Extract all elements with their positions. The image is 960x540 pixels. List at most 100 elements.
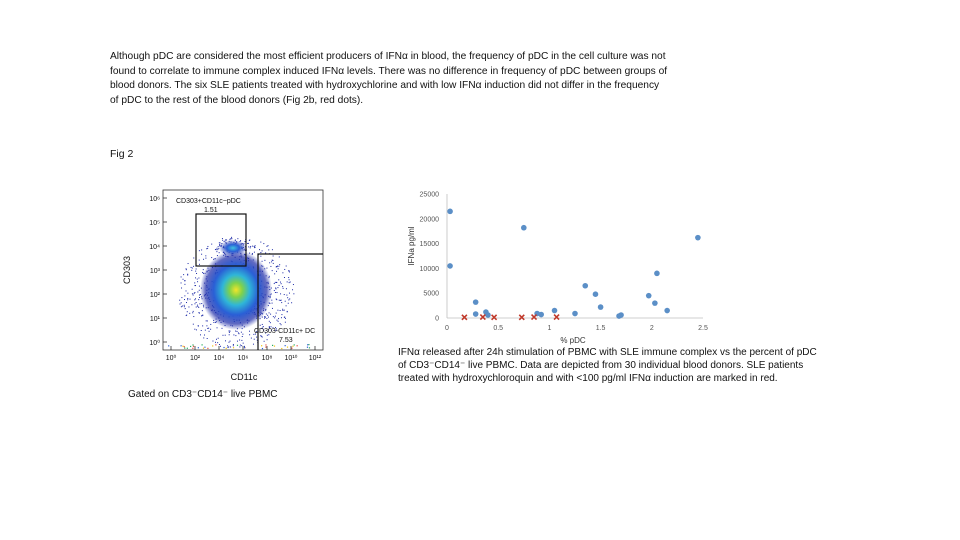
flow-event (228, 331, 230, 333)
flow-event (270, 326, 272, 328)
flow-event (261, 336, 263, 338)
scatter-x-tick-label: 2.5 (698, 325, 708, 332)
flow-event (261, 327, 263, 329)
flow-event (218, 252, 220, 254)
flow-event (274, 273, 276, 275)
flow-event (237, 238, 239, 240)
flow-event (219, 245, 221, 247)
flow-event (235, 335, 237, 337)
flow-event (268, 327, 270, 329)
flow-event (228, 346, 230, 348)
flow-event (210, 323, 212, 325)
scatter-y-tick-label: 5000 (423, 291, 439, 298)
flow-event (187, 292, 189, 294)
flow-event (261, 347, 264, 350)
flow-event (250, 337, 252, 339)
flow-event (270, 265, 272, 267)
flow-event (193, 257, 195, 259)
flow-event (280, 299, 282, 301)
flow-event (198, 289, 200, 291)
flow-event (181, 305, 183, 307)
flow-event (273, 345, 276, 347)
flow-event (231, 236, 233, 238)
flow-event (248, 246, 250, 248)
scatter-y-tick-label: 20000 (420, 216, 440, 223)
flow-event (201, 303, 203, 305)
flow-event (271, 299, 273, 301)
scatter-point (538, 311, 545, 318)
flow-event (189, 298, 191, 300)
flow-caption: Gated on CD3⁻CD14⁻ live PBMC (128, 389, 278, 400)
flow-event (254, 333, 256, 335)
flow-x-axis-label: CD11c (231, 372, 258, 382)
flow-event (186, 347, 188, 349)
flow-event (283, 277, 285, 279)
flow-event (249, 239, 251, 241)
flow-event (199, 296, 201, 298)
flow-cytometry-plot: CD303+CD11c−pDC 1.51 CD303-CD11c+ DC 7.5… (118, 188, 333, 383)
flow-event (287, 297, 289, 299)
scatter-point-red (461, 314, 468, 321)
flow-event (198, 306, 200, 308)
flow-event (193, 265, 195, 267)
flow-event (192, 323, 194, 325)
flow-event (274, 281, 276, 283)
flow-event (224, 240, 226, 242)
flow-event (207, 247, 209, 249)
flow-event (273, 290, 275, 292)
flow-event (225, 347, 227, 349)
flow-event (228, 334, 230, 336)
flow-event (256, 331, 258, 333)
flow-event (227, 345, 229, 347)
flow-event (293, 344, 295, 346)
flow-event (201, 310, 203, 312)
flow-event (232, 343, 234, 345)
flow-event (281, 347, 283, 350)
flow-event (306, 346, 309, 348)
flow-event (183, 346, 185, 348)
flow-event (278, 299, 280, 301)
flow-event (268, 320, 270, 322)
dc-gate-value: 7.53 (279, 337, 293, 344)
flow-event (251, 252, 253, 254)
flow-event (191, 293, 193, 295)
flow-event (187, 299, 189, 301)
scatter-point (652, 300, 658, 306)
flow-event (274, 292, 276, 294)
flow-event (221, 327, 223, 329)
flow-event (280, 283, 282, 285)
flow-event (241, 336, 243, 338)
flow-event (268, 249, 270, 251)
flow-event (241, 339, 243, 341)
flow-event (206, 248, 208, 250)
flow-event (198, 285, 200, 287)
flow-event (240, 331, 242, 333)
flow-event (271, 329, 273, 331)
flow-event (271, 261, 273, 263)
flow-event (271, 302, 273, 304)
flow-event (288, 270, 290, 272)
flow-event (262, 327, 264, 329)
flow-event (272, 327, 274, 329)
flow-event (201, 249, 203, 251)
flow-event (280, 293, 282, 295)
flow-plot-svg: CD303+CD11c−pDC 1.51 CD303-CD11c+ DC 7.5… (122, 189, 324, 382)
flow-event (218, 248, 220, 250)
flow-y-tick-label: 10³ (150, 268, 161, 275)
scatter-y-axis-label: IFNa pg/ml (407, 226, 416, 265)
flow-event (252, 343, 254, 345)
flow-event (265, 252, 267, 254)
flow-event (256, 336, 258, 338)
scatter-x-tick-label: 0.5 (493, 325, 503, 332)
flow-event (224, 334, 226, 336)
flow-event (190, 345, 192, 348)
scatter-x-tick-label: 2 (650, 325, 654, 332)
flow-event (199, 263, 201, 265)
flow-event (197, 291, 199, 293)
scatter-point (572, 310, 578, 317)
flow-event (250, 245, 252, 247)
flow-event (217, 249, 219, 251)
flow-event (253, 246, 255, 248)
flow-event (271, 270, 273, 272)
flow-event (282, 286, 284, 288)
